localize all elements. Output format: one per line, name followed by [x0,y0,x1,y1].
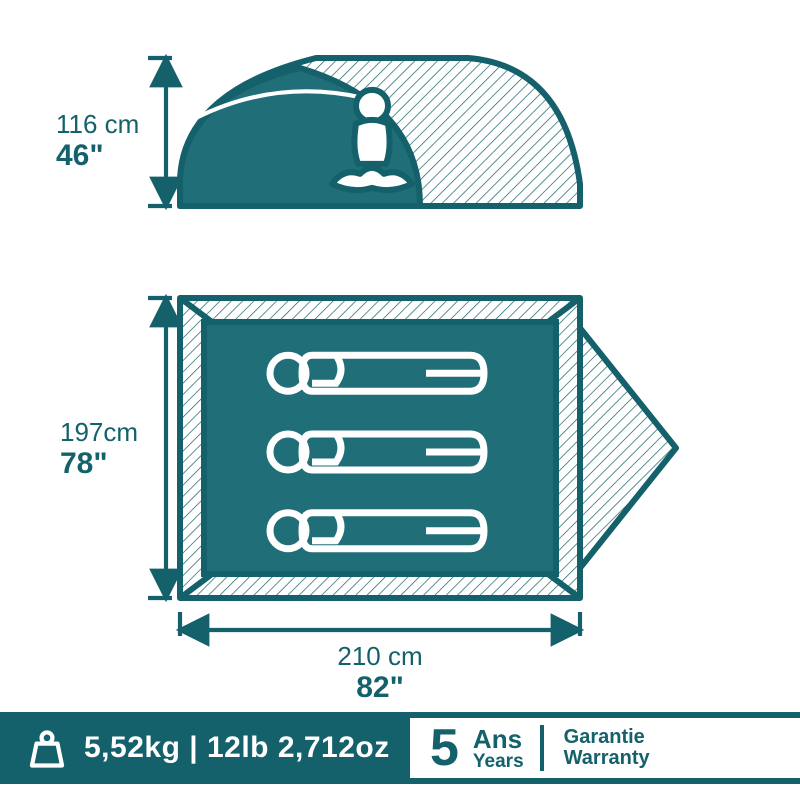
warranty-years-stack: Ans Years [473,726,524,771]
bottom-bar: 5,52kg | 12lb 2,712oz 5 Ans Years Garant… [0,712,800,784]
width-label: 210 cm 82" [300,642,460,704]
sleeping-area [204,322,556,574]
warranty-ans: Ans [473,726,524,752]
warranty-number: 5 [430,722,459,774]
warranty-segment: 5 Ans Years Garantie Warranty [410,712,800,784]
warranty-years: Years [473,752,524,771]
weight-icon [26,727,68,769]
width-imperial: 82" [300,671,460,704]
guarantee-bottom: Warranty [564,748,650,769]
depth-metric: 197cm [60,418,170,447]
width-metric: 210 cm [300,642,460,671]
height-imperial: 46" [56,139,166,172]
weight-segment: 5,52kg | 12lb 2,712oz [0,712,410,784]
height-metric: 116 cm [56,110,166,139]
weight-text: 5,52kg | 12lb 2,712oz [84,731,390,765]
depth-label: 197cm 78" [60,418,170,480]
height-label: 116 cm 46" [56,110,166,172]
depth-imperial: 78" [60,447,170,480]
guarantee-stack: Garantie Warranty [564,727,650,769]
guarantee-top: Garantie [564,727,650,748]
warranty-divider [540,725,544,771]
